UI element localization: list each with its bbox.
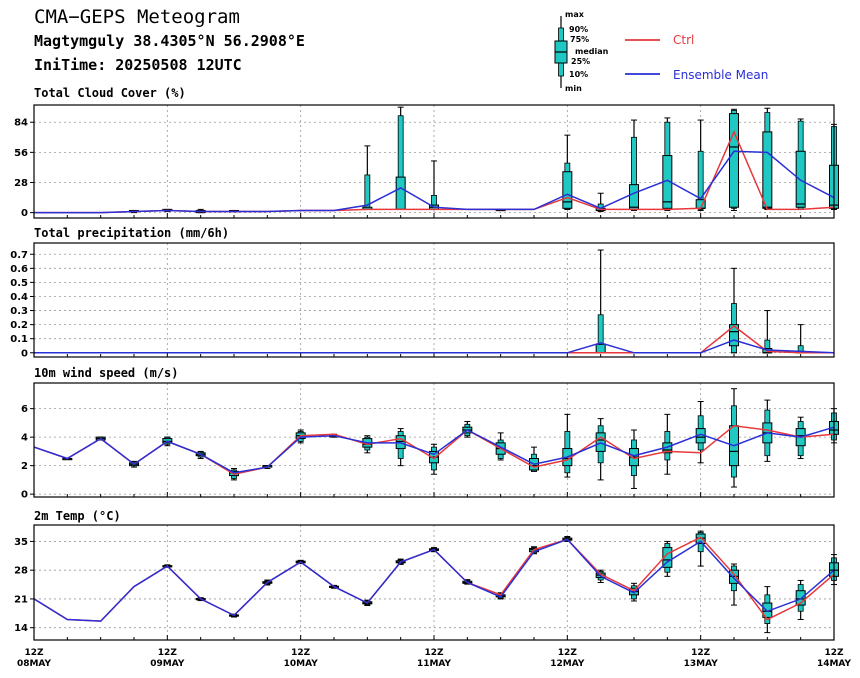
box-whisker [662,413,673,475]
box-whisker [762,310,773,354]
box-25-75 [562,171,573,209]
box-whisker [762,107,773,210]
y-tick-label: 14 [14,623,28,634]
y-tick-label: 4 [21,433,28,444]
panel-frame [33,104,835,219]
panel-2: 10m wind speed (m/s) 0 2 4 6 [21,366,839,501]
box-legend [554,16,568,88]
x-label-date: 09MAY [150,659,185,669]
location-label: Magtymguly 38.4305°N 56.2908°E [34,32,305,50]
panel-3: 2m Temp (°C) 14 21 28 35 [14,509,839,641]
legend-box-label: 25% [571,57,590,66]
y-tick-label: 0.1 [10,334,28,345]
box-25-75 [395,176,406,210]
box-whisker [762,586,773,634]
panel-title: Total Cloud Cover (%) [34,86,186,100]
x-label-date: 11MAY [417,659,452,669]
y-tick-label: 0.4 [10,292,28,303]
box-whisker [362,145,373,210]
box-25-75 [795,150,806,208]
box-25-75 [662,547,673,568]
y-tick-label: 0.6 [10,264,28,275]
ensemble-mean-line [33,538,835,622]
legend-ctrl-label: Ctrl [673,33,694,47]
box-whisker [795,118,806,210]
box-10-90 [697,150,704,210]
box-whisker [695,119,706,211]
legend-box-label: 10% [569,70,588,79]
panel-title: 2m Temp (°C) [34,509,121,523]
x-label-hour: 12Z [824,648,844,658]
y-tick-label: 2 [21,461,28,472]
panel-title: Total precipitation (mm/6h) [34,226,229,240]
legend-box-label: min [565,84,582,93]
panel-frame [33,524,835,641]
meteogram-title: CMA−GEPS Meteogram [34,6,240,28]
box-25-75 [395,435,406,450]
y-tick-label: 28 [14,566,28,577]
panel-title: 10m wind speed (m/s) [34,366,179,380]
x-label-date: 08MAY [17,659,52,669]
ensemble-mean-line [34,339,835,354]
init-time-label: IniTime: 20250508 12UTC [34,56,242,74]
y-tick-label: 0.3 [10,306,28,317]
x-label-date: 12MAY [550,659,585,669]
box-whisker [429,160,439,210]
y-tick-label: 21 [14,594,28,605]
ensemble-mean-line [33,426,835,474]
box-whisker [795,324,806,354]
x-label-hour: 12Z [291,648,311,658]
y-tick-label: 35 [14,537,28,548]
x-label-date: 10MAY [284,659,319,669]
y-tick-label: 6 [21,404,28,415]
box-whisker [695,401,706,464]
box-25-75 [729,113,739,208]
x-label-hour: 12Z [558,648,578,658]
box-whisker [629,119,639,211]
x-label-hour: 12Z [24,648,44,658]
y-tick-label: 56 [14,148,28,159]
box-whisker [729,108,739,211]
panel-frame [33,242,835,358]
box-25-75 [629,184,639,210]
x-label-date: 13MAY [684,659,719,669]
box-whisker [695,530,706,567]
y-tick-label: 84 [14,118,28,129]
x-label-date: 14MAY [817,659,852,669]
panel-1: Total precipitation (mm/6h) 0 0.1 0.2 0.3 0.4… [10,226,835,359]
y-tick-label: 0.5 [10,278,28,289]
ensemble-mean-line [34,150,835,214]
x-label-hour: 12Z [691,648,711,658]
box-whisker [595,418,606,481]
box-25-75 [595,343,606,354]
box-25-75 [795,590,806,606]
legend-ensemble-mean-label: Ensemble Mean [673,68,768,82]
legend-box-label: 75% [570,35,589,44]
box-25-75 [729,324,739,347]
y-tick-label: 0.7 [10,250,28,261]
legend-box-label: 90% [569,25,588,34]
box-whisker [562,413,573,478]
x-label-hour: 12Z [158,648,178,658]
x-label-hour: 12Z [424,648,444,658]
box-whisker [662,540,673,577]
legend-box-label: median [575,47,609,56]
box-whisker [395,106,406,210]
box-whisker [795,579,806,620]
panel-frame [33,382,835,498]
box-25-75 [762,131,773,209]
box-whisker [395,428,406,467]
y-tick-label: 0 [21,208,28,219]
y-tick-label: 0 [21,348,28,359]
panel-0: Total Cloud Cover (%) 0 28 56 84 [14,86,839,219]
y-tick-label: 0.2 [10,320,28,331]
y-tick-label: 28 [14,178,28,189]
box-whisker [795,416,806,460]
box-whisker [595,249,606,354]
y-tick-label: 0 [21,490,28,501]
legend-box-label: max [565,10,585,19]
box-whisker [662,117,673,211]
box-whisker [729,388,739,488]
